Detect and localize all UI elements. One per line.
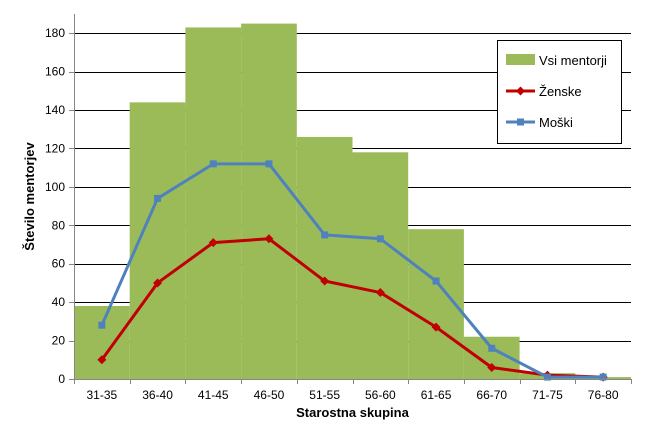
point--enske-41-45 [208,238,218,248]
legend-marker-mo-ki [517,118,524,126]
y-tick-label-20: 20 [52,334,66,348]
legend-label-vsi-mentorji: Vsi mentorji [539,53,607,68]
y-tick-label-120: 120 [45,141,65,155]
legend-label--enske: Ženske [539,84,582,99]
y-tick-label-60: 60 [52,257,66,271]
line--enske [100,237,604,379]
x-tick-label-31-35: 31-35 [86,388,117,402]
point-mo-ki-36-40 [154,194,162,202]
x-tick-label-51-55: 51-55 [309,388,340,402]
x-tick-label-41-45: 41-45 [198,388,229,402]
x-tick-label-46-50: 46-50 [254,388,285,402]
legend-marker--enske [516,86,525,96]
x-tick-label-71-75: 71-75 [532,388,563,402]
x-tick-label-61-65: 61-65 [421,388,452,402]
point--enske-56-60 [375,288,385,298]
legend-swatch-vsi-mentorji [506,54,535,65]
point--enske-51-55 [320,276,330,286]
point-mo-ki-76-80 [599,373,607,381]
point-mo-ki-31-35 [98,321,106,329]
legend-label-mo-ki: Moški [539,115,573,130]
line-series [97,160,608,382]
point-mo-ki-56-60 [376,235,384,243]
bar-56-60 [352,152,409,379]
point-mo-ki-61-65 [432,277,440,285]
y-tick-labels: 0 20 40 60 80 100 120 140 160 180 [45,26,65,386]
y-tick-label-100: 100 [45,180,65,194]
y-tick-label-180: 180 [45,26,65,40]
point-mo-ki-46-50 [265,160,273,168]
point--enske-66-70 [487,362,497,372]
y-tick-label-80: 80 [52,218,66,232]
point-mo-ki-66-70 [488,344,496,352]
x-tick-label-36-40: 36-40 [142,388,173,402]
x-tick-label-56-60: 56-60 [365,388,396,402]
point-mo-ki-41-45 [209,160,217,168]
point--enske-46-50 [264,234,274,244]
legend: Vsi mentorji Ženske Moški [497,40,622,144]
point--enske-31-35 [97,355,107,365]
point--enske-36-40 [153,278,163,288]
y-tick-label-140: 140 [45,103,65,117]
bar-41-45 [185,27,242,380]
y-tick-label-160: 160 [45,65,65,79]
point-mo-ki-71-75 [543,373,551,381]
x-axis-title: Starostna skupina [296,405,409,420]
point--enske-61-65 [431,322,441,332]
y-tick-label-40: 40 [52,295,66,309]
y-tick-label-0: 0 [58,372,65,386]
axes [69,14,632,384]
line-mo-ki [100,162,604,379]
x-tick-label-66-70: 66-70 [476,388,507,402]
bar-51-55 [296,136,353,379]
bar-46-50 [241,23,297,380]
x-tick-labels: 31-35 36-40 41-45 46-50 51-55 56-60 61-65 66-70… [86,388,618,402]
bar-31-35 [74,306,130,379]
point-mo-ki-51-55 [321,231,329,239]
x-tick-label-76-80: 76-80 [588,388,619,402]
y-axis-title: Število mentorjev [22,142,37,251]
